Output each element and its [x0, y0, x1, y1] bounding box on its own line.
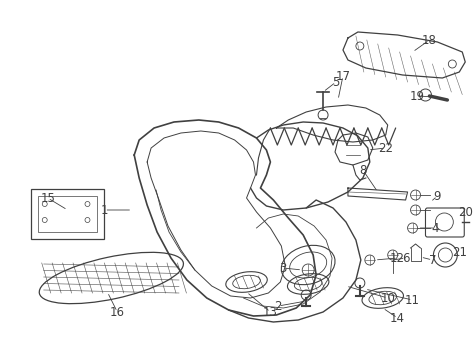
Text: 21: 21 — [452, 245, 467, 259]
Text: 2: 2 — [274, 299, 282, 312]
Text: 19: 19 — [410, 89, 425, 103]
Text: 13: 13 — [263, 305, 278, 319]
Text: 20: 20 — [458, 206, 473, 218]
Text: 8: 8 — [359, 163, 366, 177]
Text: 1: 1 — [100, 203, 108, 216]
Text: 3: 3 — [280, 261, 287, 275]
Text: 14: 14 — [390, 312, 405, 325]
Text: 7: 7 — [428, 253, 436, 267]
Text: 4: 4 — [432, 222, 439, 235]
Text: 11: 11 — [405, 294, 420, 306]
Text: 18: 18 — [422, 34, 437, 46]
Text: 12: 12 — [390, 252, 405, 265]
Text: 16: 16 — [110, 305, 125, 319]
Text: 6: 6 — [402, 252, 410, 265]
Text: 17: 17 — [336, 69, 350, 82]
Text: 9: 9 — [434, 190, 441, 202]
Text: 10: 10 — [380, 291, 395, 304]
Text: 15: 15 — [40, 192, 55, 205]
Text: 5: 5 — [332, 75, 340, 89]
Text: 22: 22 — [378, 141, 393, 155]
